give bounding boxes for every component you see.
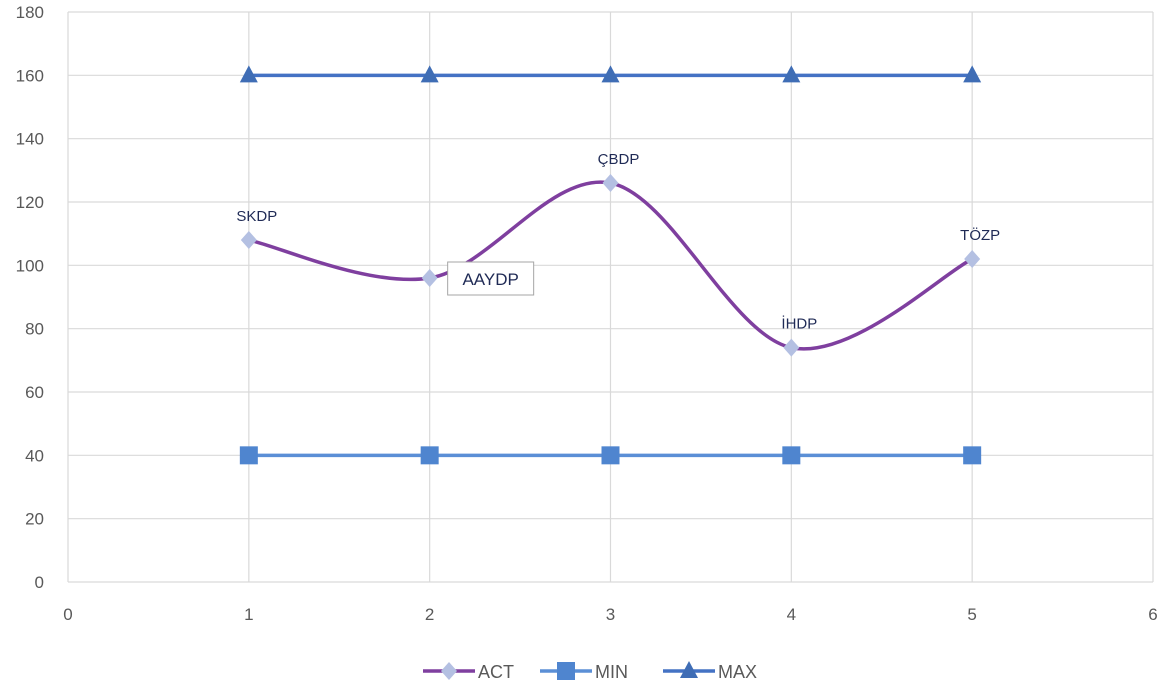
point-label: SKDP — [236, 208, 277, 225]
max-point-marker — [239, 65, 258, 83]
point-label: ÇBDP — [598, 151, 640, 168]
min-point-marker — [239, 446, 258, 465]
x-tick-label: 3 — [606, 605, 615, 624]
legend-swatch-marker — [680, 661, 698, 678]
max-point-marker — [963, 65, 982, 83]
y-tick-label: 160 — [16, 66, 44, 85]
x-tick-label: 6 — [1148, 605, 1157, 624]
y-tick-label: 140 — [16, 130, 44, 149]
act-point-marker — [964, 250, 981, 268]
legend-item-min: MIN — [540, 662, 628, 682]
series — [239, 65, 982, 465]
x-tick-label: 4 — [787, 605, 796, 624]
legend: ACT MIN MAX — [423, 661, 757, 682]
x-tick-label: 0 — [63, 605, 72, 624]
y-tick-label: 180 — [16, 3, 44, 22]
legend-label: MAX — [718, 662, 757, 682]
y-tick-label: 100 — [16, 256, 44, 275]
y-tick-label: 20 — [25, 510, 44, 529]
axes: 0 20 40 60 80 100 120 140 160 180 0 1 2 3 4 5 6 — [16, 3, 1158, 624]
y-tick-label: 80 — [25, 320, 44, 339]
legend-label: MIN — [595, 662, 628, 682]
min-point-marker — [601, 446, 620, 465]
callout-box — [447, 261, 535, 296]
legend-label: ACT — [478, 662, 514, 682]
legend-swatch-marker — [441, 662, 457, 680]
act-point-marker — [602, 174, 619, 192]
point-label: AAYDP — [462, 270, 518, 289]
act-point-marker — [783, 338, 800, 357]
y-tick-label: 120 — [16, 193, 44, 212]
legend-swatch-marker — [557, 662, 575, 680]
x-tick-label: 2 — [425, 605, 434, 624]
point-label: İHDP — [781, 315, 817, 333]
legend-item-act: ACT — [423, 662, 514, 682]
max-point-marker — [420, 65, 439, 83]
x-tick-label: 1 — [244, 605, 253, 624]
act-point-marker — [421, 269, 438, 287]
act-point-marker — [240, 231, 257, 249]
point-labels: SKDP AAYDP ÇBDP İHDP TÖZP — [236, 151, 1000, 333]
y-tick-label: 0 — [35, 573, 44, 592]
min-point-marker — [782, 446, 801, 465]
grid — [67, 11, 1154, 583]
point-label-callout: AAYDP — [447, 261, 535, 296]
min-point-marker — [963, 446, 982, 465]
min-point-marker — [420, 446, 439, 465]
max-point-marker — [782, 65, 801, 83]
x-tick-label: 5 — [967, 605, 976, 624]
y-tick-label: 40 — [25, 446, 44, 465]
point-label: TÖZP — [960, 226, 1000, 244]
y-tick-label: 60 — [25, 383, 44, 402]
legend-item-max: MAX — [663, 661, 757, 682]
max-point-marker — [601, 65, 620, 83]
